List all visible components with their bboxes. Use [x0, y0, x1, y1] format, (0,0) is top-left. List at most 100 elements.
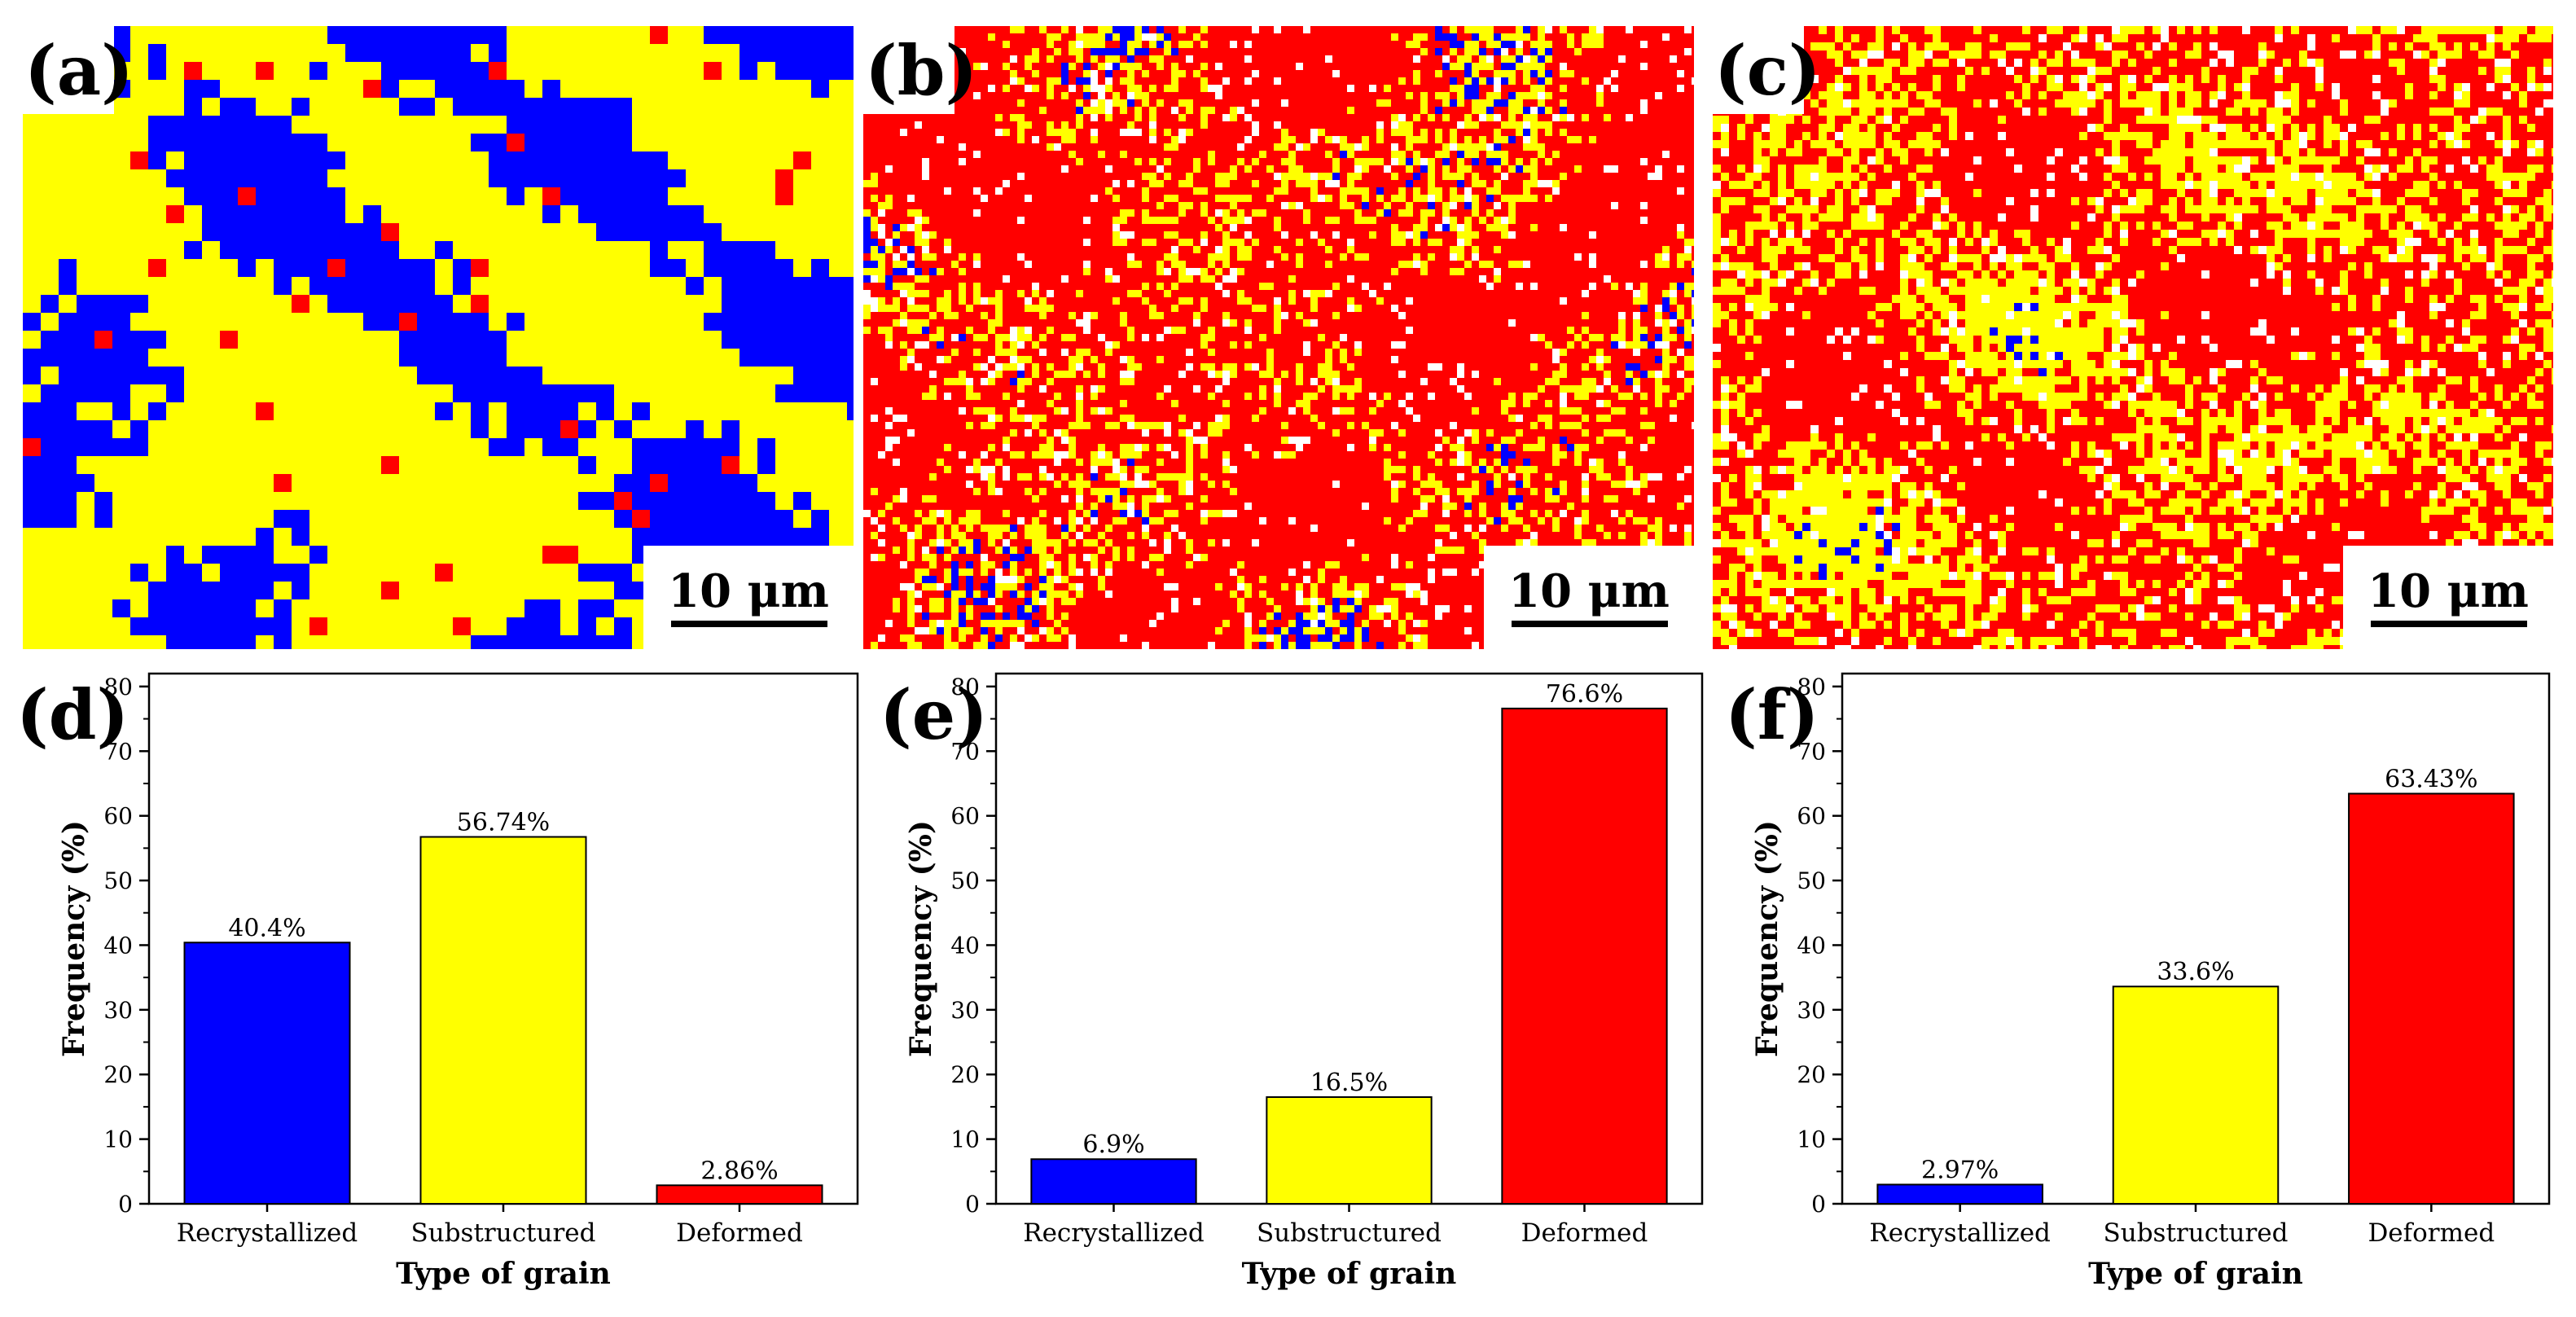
grain-cell [435, 26, 454, 45]
grain-cell [614, 402, 633, 421]
grain-cell [1237, 136, 1245, 144]
grain-cell [1648, 173, 1656, 181]
grain-cell [166, 277, 185, 296]
grain-cell [345, 116, 364, 134]
grain-cell [1472, 85, 1480, 93]
grain-cell [1347, 85, 1355, 93]
grain-cell [1171, 151, 1179, 159]
grain-cell [722, 169, 740, 188]
grain-cell [292, 98, 310, 116]
grain-cell [959, 70, 967, 78]
grain-cell [1003, 165, 1011, 173]
grain-cell [1105, 92, 1113, 100]
grain-cell [1266, 33, 1275, 42]
grain-cell [1164, 55, 1172, 64]
grain-cell [1530, 136, 1538, 144]
grain-cell [1435, 187, 1443, 195]
grain-cell [1552, 195, 1560, 203]
grain-cell [988, 187, 996, 195]
grain-cell [1010, 136, 1018, 144]
grain-cell [381, 492, 400, 511]
grain-cell [1237, 55, 1245, 64]
grain-cell [668, 223, 687, 242]
grain-cell [1398, 231, 1406, 239]
grain-cell [560, 367, 579, 385]
grain-cell [77, 313, 95, 331]
grain-cell [1105, 99, 1113, 108]
grain-cell [220, 169, 239, 188]
grain-cell [1391, 41, 1399, 49]
grain-cell [1523, 217, 1531, 225]
grain-cell [668, 438, 687, 457]
grain-cell [757, 26, 776, 45]
grain-cell [937, 202, 945, 210]
grain-cell [524, 80, 543, 99]
grain-cell [1288, 85, 1297, 93]
grain-cell [1208, 158, 1216, 166]
grain-cell [292, 151, 310, 170]
grain-cell [973, 173, 981, 181]
grain-cell [893, 187, 901, 195]
grain-cell [1017, 121, 1025, 130]
grain-cell [1091, 202, 1099, 210]
grain-cell [829, 528, 848, 547]
grain-cell [1567, 121, 1575, 130]
grain-cell [1428, 92, 1436, 100]
grain-cell [959, 114, 967, 122]
grain-cell [435, 169, 454, 188]
grain-cell [885, 180, 893, 188]
grain-cell [1332, 129, 1341, 137]
grain-cell [1025, 143, 1033, 151]
grain-cell [922, 180, 930, 188]
grain-cell [256, 582, 274, 600]
grain-cell [757, 331, 776, 349]
grain-cell [885, 202, 893, 210]
grain-cell [1618, 165, 1626, 173]
grain-cell [614, 438, 633, 457]
grain-cell [1618, 77, 1626, 86]
grain-cell [1186, 158, 1194, 166]
grain-cell [363, 277, 382, 296]
grain-cell [1054, 121, 1062, 130]
grain-cell [1039, 48, 1047, 56]
grain-cell [1508, 85, 1516, 93]
grain-cell [1354, 202, 1363, 210]
grain-cell [1545, 209, 1553, 217]
grain-cell [1025, 165, 1033, 173]
grain-cell [542, 617, 561, 636]
grain-cell [1156, 129, 1165, 137]
grain-cell [1274, 143, 1282, 151]
grain-cell [1332, 92, 1341, 100]
grain-cell [166, 98, 185, 116]
grain-cell [1354, 195, 1363, 203]
grain-cell [309, 546, 328, 564]
grain-cell [1640, 55, 1648, 64]
grain-cell [1171, 99, 1179, 108]
grain-cell [1450, 129, 1458, 137]
grain-cell [1494, 77, 1502, 86]
grain-cell [650, 438, 669, 457]
grain-cell [1098, 70, 1106, 78]
grain-cell [915, 173, 923, 181]
grain-cell [1025, 70, 1033, 78]
grain-cell [988, 48, 996, 56]
grain-cell [1222, 114, 1231, 122]
grain-cell [614, 510, 633, 529]
grain-cell [1010, 121, 1018, 130]
grain-cell [77, 384, 95, 403]
grain-cell [1340, 55, 1348, 64]
grain-cell [1091, 114, 1099, 122]
grain-cell [959, 41, 967, 49]
grain-cell [722, 26, 740, 45]
grain-cell [1091, 48, 1099, 56]
grain-cell [309, 241, 328, 260]
grain-cell [1684, 187, 1692, 195]
grain-cell [1010, 202, 1018, 210]
grain-cell [1310, 151, 1319, 159]
grain-cell [863, 143, 871, 151]
grain-cell [1318, 143, 1326, 151]
grain-cell [686, 259, 704, 278]
grain-cell [1574, 48, 1582, 56]
grain-cell [1259, 136, 1267, 144]
grain-cell [1435, 41, 1443, 49]
